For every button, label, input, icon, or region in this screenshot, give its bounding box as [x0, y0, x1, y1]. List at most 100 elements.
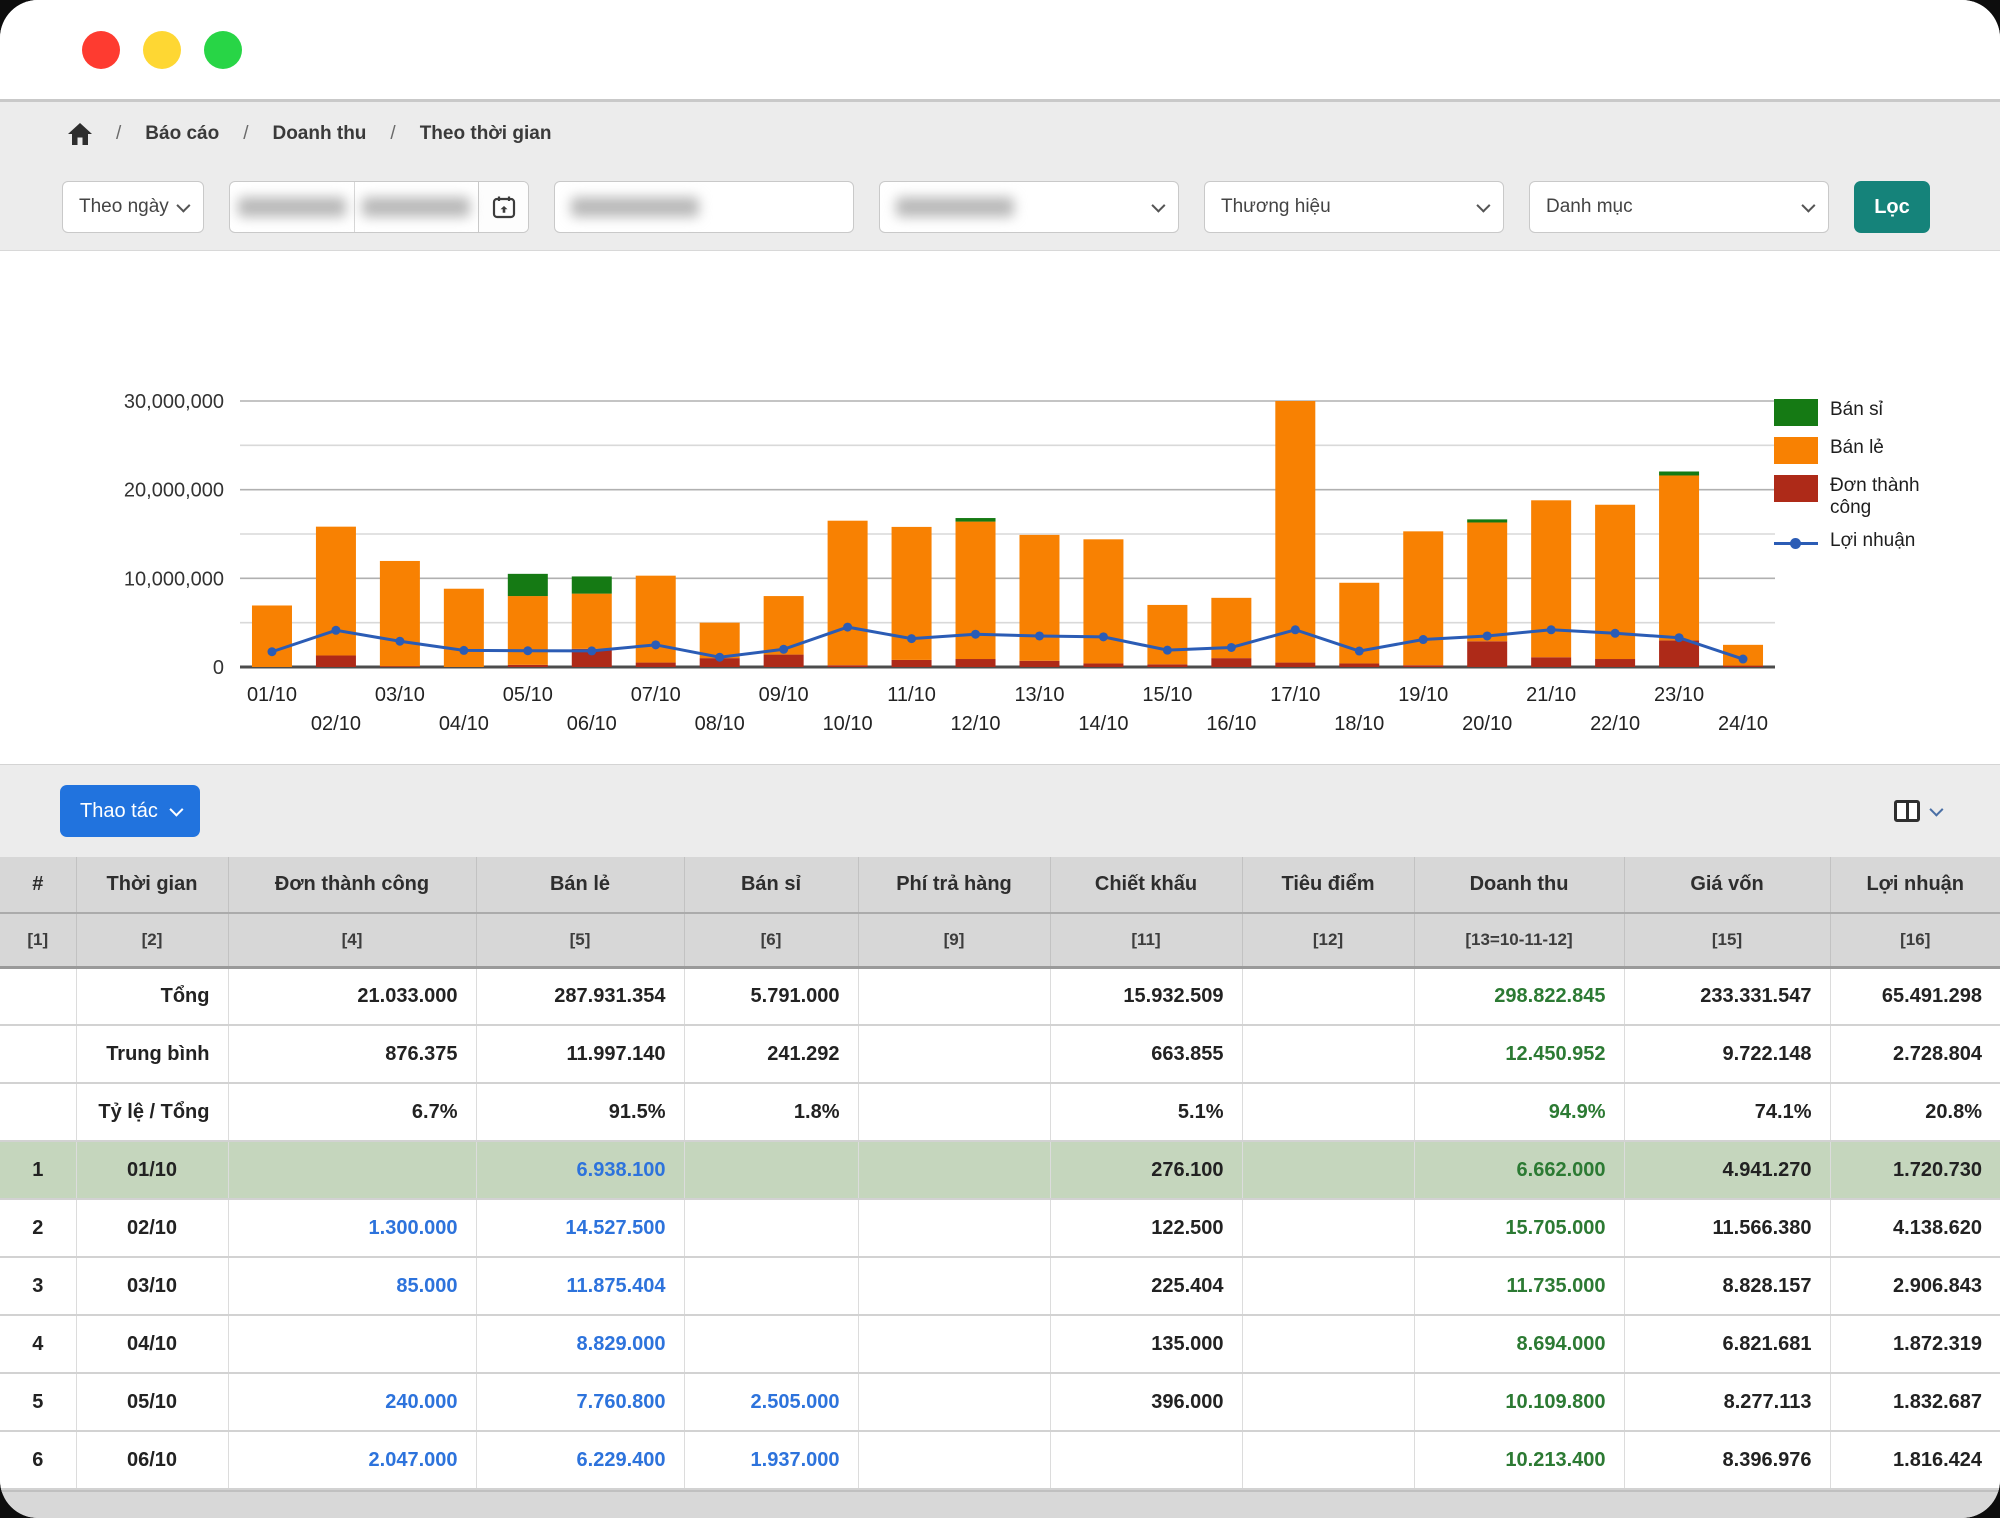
- actions-dropdown-button[interactable]: Thao tác: [60, 785, 200, 837]
- profit-line[interactable]: [271, 625, 1744, 661]
- value-link-cell[interactable]: 14.527.500: [476, 1199, 685, 1258]
- profit-line-marker[interactable]: [1354, 646, 1364, 656]
- profit-line-marker[interactable]: [331, 625, 341, 635]
- profit-line-marker[interactable]: [459, 645, 469, 655]
- table-row[interactable]: 4 04/10 8.829.000 135.000 8.694.000 6.821.681…: [0, 1315, 2000, 1374]
- column-header[interactable]: Phí trả hàng: [858, 857, 1051, 914]
- date-range-input[interactable]: [229, 181, 529, 233]
- report-mode-select[interactable]: Theo ngày: [62, 181, 204, 233]
- column-index-header[interactable]: [15]: [1624, 913, 1831, 969]
- column-index-header[interactable]: [9]: [858, 913, 1051, 969]
- breadcrumb-item-doanh-thu[interactable]: Doanh thu: [272, 123, 367, 144]
- bar-segment[interactable]: [379, 666, 420, 667]
- date-from-field[interactable]: [230, 182, 354, 232]
- value-link-cell[interactable]: 2.047.000: [228, 1431, 477, 1490]
- column-header[interactable]: Lợi nhuận: [1830, 857, 2000, 914]
- value-link-cell[interactable]: 6.938.100: [476, 1141, 685, 1200]
- filter-button[interactable]: Lọc: [1854, 181, 1930, 233]
- column-settings-button[interactable]: [1894, 800, 1944, 822]
- bar-segment[interactable]: [1083, 539, 1124, 664]
- close-window-button[interactable]: [82, 30, 120, 69]
- profit-line-marker[interactable]: [1418, 635, 1428, 645]
- profit-line-marker[interactable]: [1674, 633, 1684, 643]
- bar-segment[interactable]: [1019, 660, 1060, 667]
- value-link-cell[interactable]: 7.760.800: [476, 1373, 685, 1432]
- column-index-header[interactable]: [4]: [228, 913, 477, 969]
- bar-segment[interactable]: [1147, 604, 1188, 665]
- bar-segment[interactable]: [1531, 657, 1572, 667]
- column-header[interactable]: Tiêu điểm: [1242, 857, 1415, 914]
- profit-line-marker[interactable]: [779, 644, 789, 654]
- bar-segment[interactable]: [507, 664, 548, 667]
- profit-line-marker[interactable]: [1738, 654, 1748, 664]
- bar-segment[interactable]: [315, 655, 356, 667]
- maximize-window-button[interactable]: [204, 30, 242, 69]
- profit-line-marker[interactable]: [523, 646, 533, 656]
- date-to-field[interactable]: [353, 182, 479, 232]
- column-header[interactable]: Doanh thu: [1414, 857, 1625, 914]
- home-icon[interactable]: [68, 123, 92, 145]
- bar-segment[interactable]: [1275, 401, 1316, 663]
- bar-segment[interactable]: [1467, 522, 1508, 642]
- column-header[interactable]: Chiết khấu: [1050, 857, 1243, 914]
- bar-segment[interactable]: [827, 665, 868, 667]
- bar-segment[interactable]: [571, 648, 612, 667]
- column-index-header[interactable]: [2]: [76, 913, 229, 969]
- column-header[interactable]: #: [0, 857, 77, 914]
- value-link-cell[interactable]: 85.000: [228, 1257, 477, 1316]
- table-row[interactable]: 6 06/10 2.047.000 6.229.400 1.937.000 10.213.…: [0, 1431, 2000, 1490]
- profit-line-marker[interactable]: [1482, 631, 1492, 641]
- profit-line-marker[interactable]: [1610, 628, 1620, 638]
- column-index-header[interactable]: [16]: [1830, 913, 2000, 969]
- bar-segment[interactable]: [571, 576, 612, 594]
- column-index-header[interactable]: [1]: [0, 913, 77, 969]
- bar-segment[interactable]: [1467, 519, 1508, 523]
- table-row[interactable]: 5 05/10 240.000 7.760.800 2.505.000 396.000 10…: [0, 1373, 2000, 1432]
- store-search-input[interactable]: [554, 181, 854, 233]
- profit-line-marker[interactable]: [395, 636, 405, 646]
- value-link-cell[interactable]: 8.829.000: [476, 1315, 685, 1374]
- profit-line-marker[interactable]: [1098, 632, 1108, 642]
- bar-segment[interactable]: [1275, 662, 1316, 667]
- column-index-header[interactable]: [12]: [1242, 913, 1415, 969]
- minimize-window-button[interactable]: [143, 30, 181, 69]
- column-index-header[interactable]: [13=10-11-12]: [1414, 913, 1625, 969]
- profit-line-marker[interactable]: [587, 646, 597, 656]
- profit-line-marker[interactable]: [651, 640, 661, 650]
- store-select[interactable]: [879, 181, 1179, 233]
- profit-line-marker[interactable]: [1290, 625, 1300, 635]
- bar-segment[interactable]: [827, 520, 868, 666]
- table-row[interactable]: 2 02/10 1.300.000 14.527.500 122.500 15.705.0…: [0, 1199, 2000, 1258]
- breadcrumb-item-theo-thoi-gian[interactable]: Theo thời gian: [419, 123, 552, 144]
- column-header[interactable]: Bán lẻ: [476, 857, 685, 914]
- bar-segment[interactable]: [1147, 664, 1188, 667]
- bar-segment[interactable]: [443, 588, 484, 667]
- bar-segment[interactable]: [1659, 475, 1700, 641]
- revenue-stacked-bar-chart[interactable]: 0 10,000,000 20,000,000 30,000,000 01/10 02/1…: [0, 251, 2000, 756]
- value-link-cell[interactable]: 240.000: [228, 1373, 477, 1432]
- bar-segment[interactable]: [699, 658, 740, 667]
- breadcrumb-item-bao-cao[interactable]: Báo cáo: [145, 123, 220, 144]
- profit-line-marker[interactable]: [971, 629, 981, 639]
- table-row[interactable]: 1 01/10 6.938.100 276.100 6.662.000 4.941.270…: [0, 1141, 2000, 1200]
- bar-segment[interactable]: [1467, 641, 1508, 667]
- profit-line-marker[interactable]: [1162, 645, 1172, 655]
- bar-segment[interactable]: [1595, 659, 1636, 667]
- profit-line-marker[interactable]: [843, 622, 853, 632]
- bar-segment[interactable]: [1659, 640, 1700, 667]
- bar-segment[interactable]: [571, 593, 612, 649]
- column-index-header[interactable]: [11]: [1050, 913, 1243, 969]
- profit-line-marker[interactable]: [1546, 625, 1556, 635]
- profit-line-marker[interactable]: [907, 634, 917, 644]
- bar-segment[interactable]: [955, 659, 996, 667]
- profit-line-marker[interactable]: [715, 652, 725, 662]
- profit-line-marker[interactable]: [267, 647, 277, 657]
- value-link-cell[interactable]: 1.300.000: [228, 1199, 477, 1258]
- calendar-button[interactable]: [478, 182, 528, 232]
- profit-line-marker[interactable]: [1034, 631, 1044, 641]
- column-header[interactable]: Giá vốn: [1624, 857, 1831, 914]
- bar-segment[interactable]: [251, 605, 292, 667]
- bar-segment[interactable]: [507, 573, 548, 597]
- bar-segment[interactable]: [1339, 663, 1380, 667]
- bar-segment[interactable]: [1403, 531, 1444, 666]
